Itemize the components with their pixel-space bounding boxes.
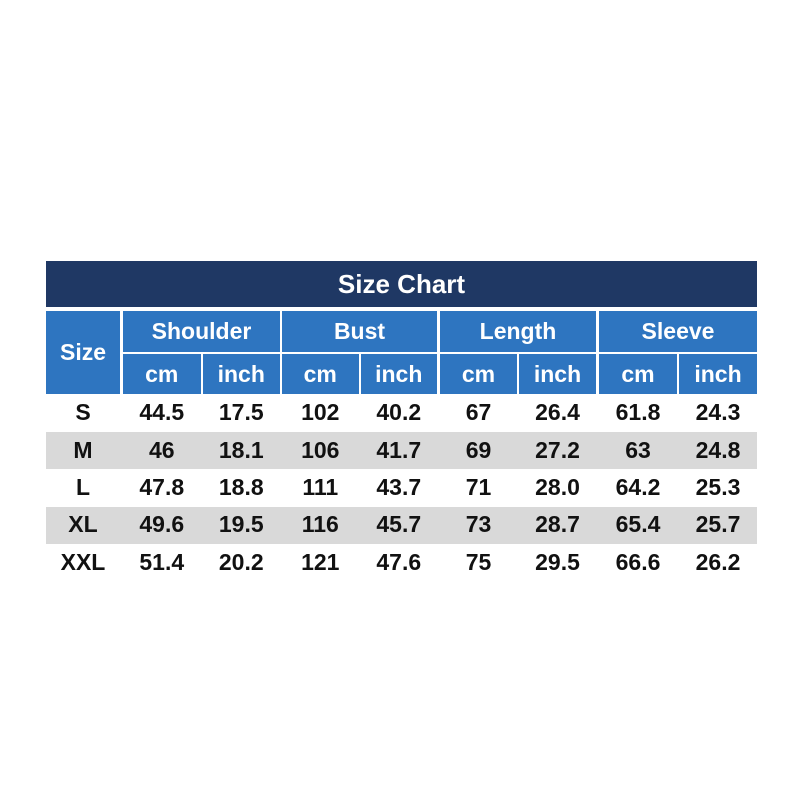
measure-cell: 121 — [301, 548, 340, 575]
measure-cell: 46 — [148, 436, 175, 463]
unit-header: inch — [679, 354, 757, 394]
measure-cell: 20.2 — [218, 548, 264, 575]
group-header: Shoulder — [123, 311, 280, 352]
measure-cell: 26.2 — [695, 548, 741, 575]
measure-cell: 67 — [465, 399, 492, 426]
measure-cell: 24.8 — [695, 436, 741, 463]
measure-cell: 47.6 — [376, 548, 422, 575]
measure-cell: 40.2 — [376, 399, 422, 426]
measure-cell: 44.5 — [139, 399, 185, 426]
measure-cell: 51.4 — [139, 548, 185, 575]
measure-cell: 26.4 — [535, 399, 580, 426]
size-label: M — [73, 436, 93, 463]
unit-header: inch — [360, 354, 437, 394]
measure-cell: 49.6 — [139, 511, 185, 538]
unit-header: inch — [519, 354, 596, 394]
measure-cell: 65.4 — [615, 511, 661, 538]
measure-cell: 43.7 — [376, 473, 422, 500]
measure-cell: 61.8 — [615, 399, 661, 426]
measure-cell: 41.7 — [376, 436, 422, 463]
measure-cell: 106 — [301, 436, 340, 463]
measure-cell: 102 — [301, 399, 340, 426]
measure-cell: 25.7 — [695, 511, 741, 538]
measure-cell: 75 — [465, 548, 492, 575]
measure-cell: 18.1 — [218, 436, 264, 463]
measure-cell: 24.3 — [695, 399, 741, 426]
measure-cell: 71 — [465, 473, 492, 500]
group-header: Sleeve — [599, 311, 757, 352]
measure-cell: 73 — [465, 511, 492, 538]
size-label: S — [75, 399, 91, 426]
unit-header: cm — [123, 354, 201, 394]
unit-header: cm — [440, 354, 517, 394]
measure-cell: 25.3 — [695, 473, 741, 500]
size-label: XL — [68, 511, 98, 538]
row-band — [46, 507, 757, 544]
measure-cell: 17.5 — [218, 399, 264, 426]
measure-cell: 47.8 — [139, 473, 185, 500]
unit-header: inch — [202, 354, 280, 394]
measure-cell: 63 — [625, 436, 651, 463]
measure-cell: 45.7 — [376, 511, 422, 538]
measure-cell: 27.2 — [535, 436, 580, 463]
size-label: XXL — [60, 548, 106, 575]
measure-cell: 29.5 — [535, 548, 580, 575]
unit-header: cm — [282, 354, 359, 394]
group-header: Bust — [282, 311, 437, 352]
measure-cell: 64.2 — [615, 473, 661, 500]
measure-cell: 18.8 — [218, 473, 264, 500]
measure-cell: 28.0 — [535, 473, 580, 500]
unit-header: cm — [599, 354, 677, 394]
measure-cell: 28.7 — [535, 511, 580, 538]
measure-cell: 69 — [465, 436, 492, 463]
title-bar: Size Chart — [46, 261, 757, 307]
group-header: Length — [440, 311, 596, 352]
measure-cell: 116 — [301, 511, 339, 538]
measure-cell: 19.5 — [218, 511, 264, 538]
measure-cell: 66.6 — [615, 548, 661, 575]
size-header: Size — [46, 311, 120, 394]
measure-cell: 111 — [302, 473, 339, 500]
size-label: L — [75, 473, 91, 500]
row-band — [46, 432, 757, 469]
